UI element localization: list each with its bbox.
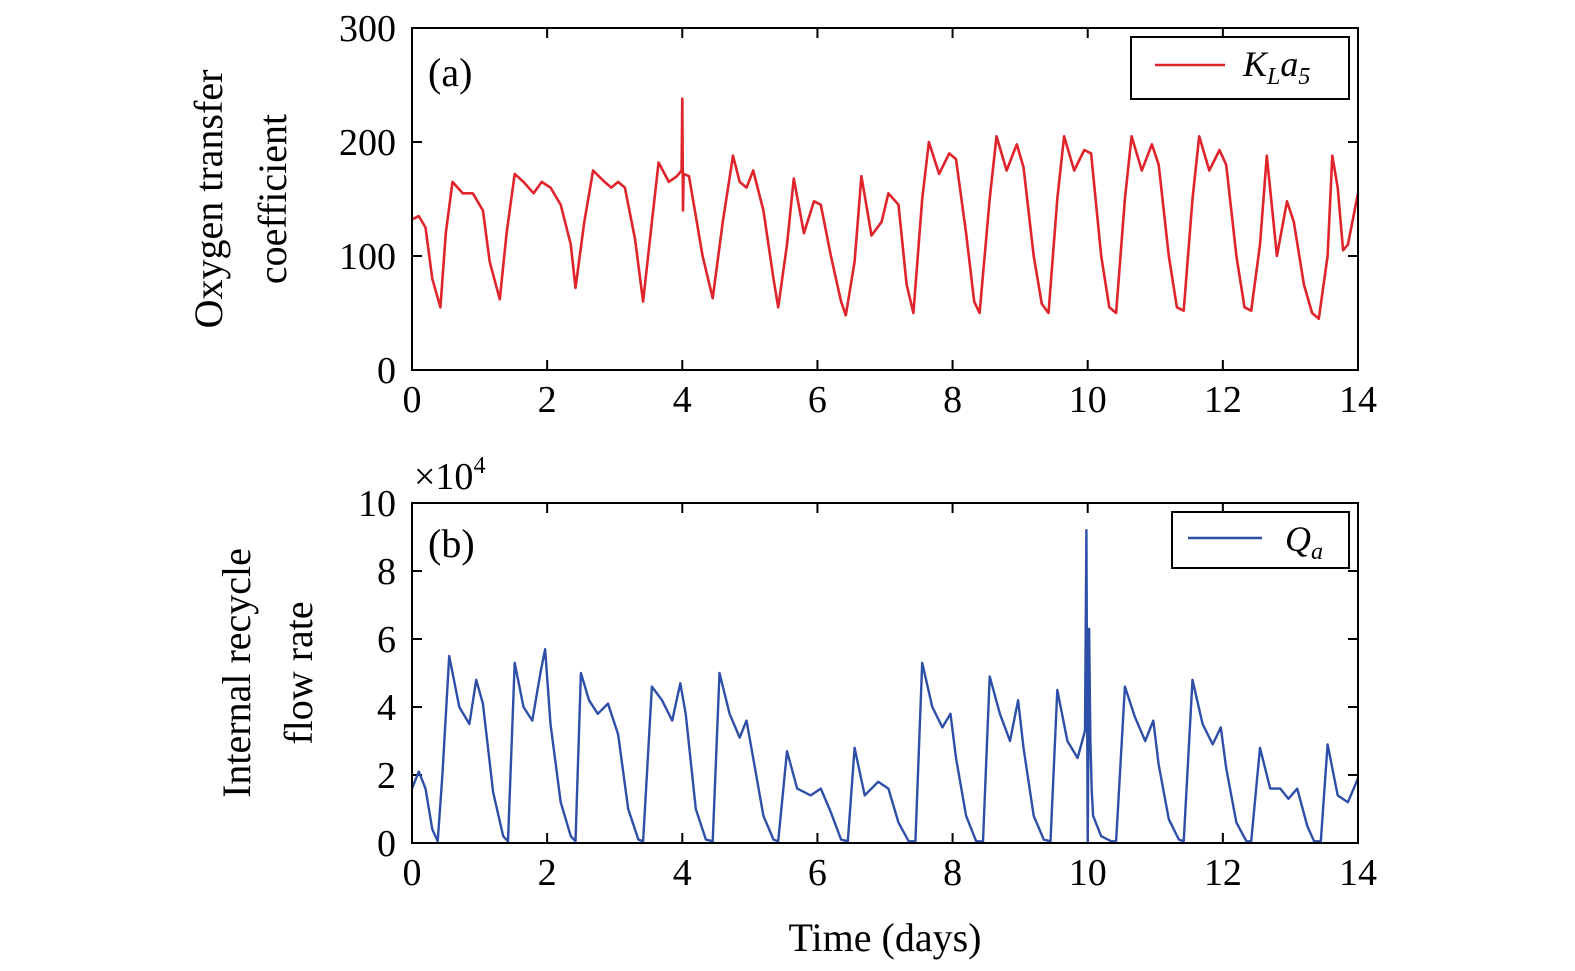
x-tick-label-b-0: 0 <box>403 852 422 894</box>
panel-b: Internal recycle flow rate ×104 0 2 4 6 8 10 1… <box>214 453 1377 960</box>
legend-b-sub1: a <box>1311 539 1323 565</box>
legend-box-b <box>1171 511 1350 569</box>
legend-b-main: Q <box>1285 519 1311 559</box>
x-tick-label-a-1: 2 <box>538 379 557 421</box>
y-multiplier-b: ×104 <box>414 453 485 498</box>
x-tick-label-b-3: 6 <box>808 852 827 894</box>
x-tick-label-a-2: 4 <box>673 379 692 421</box>
x-tick-label-a-5: 10 <box>1069 379 1107 421</box>
y-axis-label-a-line2: coefficient <box>250 114 295 284</box>
y-tick-label-a-3: 300 <box>339 8 396 50</box>
panel-a: Oxygen transfer coefficient 0 2 4 6 8 10 12 140… <box>186 8 1377 421</box>
y-multiplier-exponent: 4 <box>473 453 485 479</box>
x-tick-label-b-7: 14 <box>1339 852 1377 894</box>
x-tick-label-a-7: 14 <box>1339 379 1377 421</box>
y-tick-label-b-0: 0 <box>377 823 396 865</box>
series-line-klA5 <box>411 97 1360 320</box>
x-tick-label-a-6: 12 <box>1204 379 1242 421</box>
legend-a-sub2: 5 <box>1298 64 1310 90</box>
x-tick-label-b-5: 10 <box>1069 852 1107 894</box>
y-axis-label-b-line2: flow rate <box>276 601 321 744</box>
legend-a-mid: a <box>1280 44 1298 84</box>
legend-a: KLa5 <box>1130 36 1350 100</box>
legend-b: Qa <box>1171 511 1350 569</box>
y-tick-label-b-4: 8 <box>377 551 396 593</box>
panel-label-a: (a) <box>428 50 472 95</box>
y-multiplier-base: ×10 <box>414 456 473 498</box>
y-axis-label-a-line1: Oxygen transfer <box>186 70 231 329</box>
ticks-b: 0 2 4 6 8 10 12 14 0 2 4 6 8 10 <box>358 483 1377 894</box>
legend-a-main: K <box>1242 44 1269 84</box>
x-tick-label-a-0: 0 <box>403 379 422 421</box>
panel-label-b: (b) <box>428 521 475 566</box>
x-tick-label-b-6: 12 <box>1204 852 1242 894</box>
y-tick-label-b-3: 6 <box>377 619 396 661</box>
legend-a-sub1: L <box>1266 64 1280 90</box>
x-axis-label-b: Time (days) <box>789 915 982 960</box>
y-tick-label-b-5: 10 <box>358 483 396 525</box>
plot-frame-a <box>411 27 1359 371</box>
y-tick-label-b-2: 4 <box>377 687 396 729</box>
series-line-qa <box>410 529 1360 845</box>
legend-label-b: Qa <box>1285 519 1323 565</box>
x-tick-label-a-3: 6 <box>808 379 827 421</box>
x-tick-label-b-1: 2 <box>538 852 557 894</box>
y-tick-label-a-2: 200 <box>339 122 396 164</box>
plot-frame-b <box>411 502 1359 844</box>
legend-label-a: KLa5 <box>1242 44 1310 90</box>
y-tick-label-a-0: 0 <box>377 350 396 392</box>
x-tick-label-b-4: 8 <box>943 852 962 894</box>
ticks-a: 0 2 4 6 8 10 12 14 0 100 200 300 <box>339 8 1377 421</box>
x-tick-label-b-2: 4 <box>673 852 692 894</box>
x-tick-label-a-4: 8 <box>943 379 962 421</box>
y-tick-label-a-1: 100 <box>339 236 396 278</box>
legend-box-a <box>1130 36 1350 100</box>
y-axis-label-b-line1: Internal recycle <box>214 548 259 798</box>
y-tick-label-b-1: 2 <box>377 755 396 797</box>
